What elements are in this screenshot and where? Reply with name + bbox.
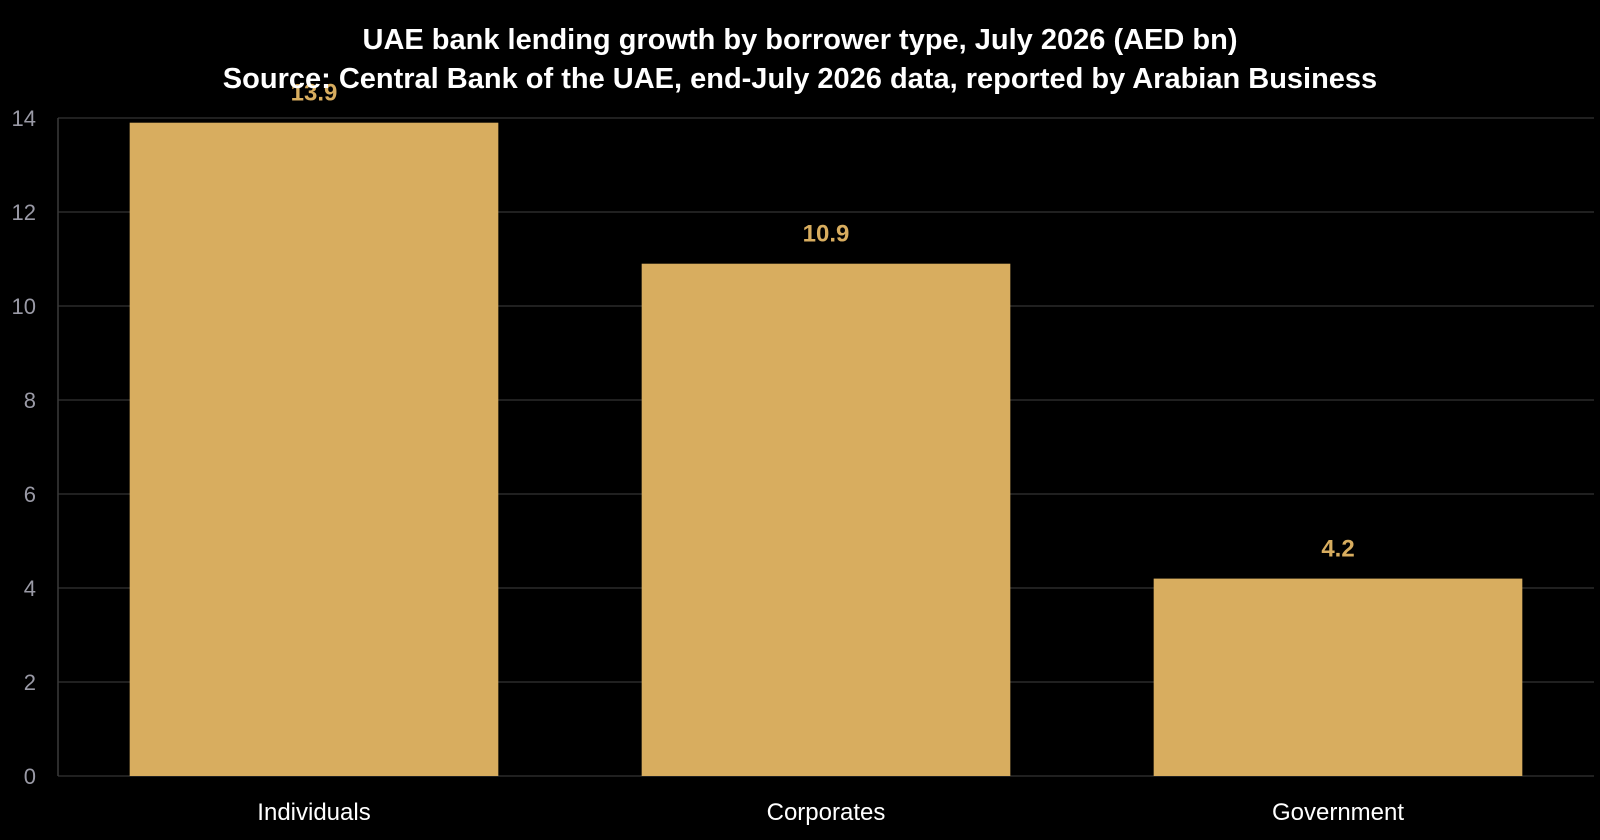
y-tick-label: 6 <box>24 482 36 507</box>
bar-government <box>1153 578 1523 776</box>
x-tick-label-corporates: Corporates <box>767 799 886 826</box>
y-tick-label: 14 <box>12 106 36 131</box>
y-tick-label: 8 <box>24 388 36 413</box>
chart-subtitle: Source: Central Bank of the UAE, end-Jul… <box>223 63 1377 95</box>
bars <box>129 122 1523 776</box>
data-label-government: 4.2 <box>1321 536 1354 563</box>
y-tick-label: 12 <box>12 200 36 225</box>
data-label-corporates: 10.9 <box>803 221 850 248</box>
y-tick-label: 10 <box>12 294 36 319</box>
y-tick-label: 0 <box>24 764 36 789</box>
x-axis-categories: Individuals Corporates Government <box>257 799 1404 826</box>
data-label-individuals: 13.9 <box>291 80 338 107</box>
y-tick-label: 2 <box>24 670 36 695</box>
x-tick-label-government: Government <box>1272 799 1404 826</box>
y-axis-ticks: 0 2 4 6 8 10 12 14 <box>12 106 36 789</box>
bar-individuals <box>129 122 499 776</box>
x-tick-label-individuals: Individuals <box>257 799 370 826</box>
bar-corporates <box>641 263 1011 776</box>
data-labels: 13.9 10.9 4.2 <box>291 80 1355 563</box>
chart-title: UAE bank lending growth by borrower type… <box>363 24 1238 56</box>
y-tick-label: 4 <box>24 576 36 601</box>
